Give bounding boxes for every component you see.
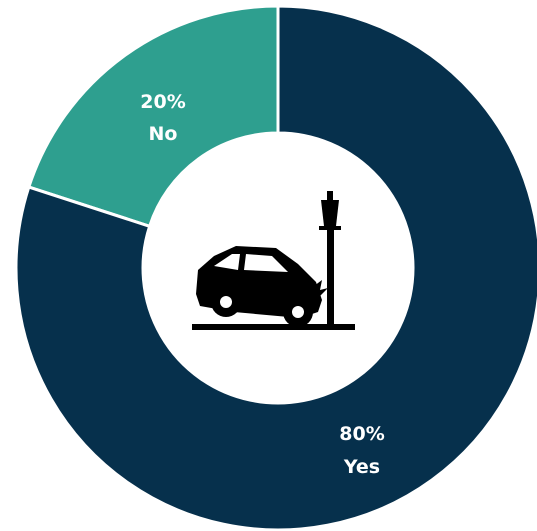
slice-percent-yes: 80% <box>339 423 384 445</box>
slice-name-yes: Yes <box>343 456 380 478</box>
slice-label-yes: 80% Yes <box>339 423 384 478</box>
center-icon <box>192 191 355 330</box>
slice-percent-no: 20% <box>140 91 185 113</box>
donut-slices <box>14 4 537 531</box>
slice-yes <box>14 4 537 531</box>
car-crash-into-lamppost-icon <box>192 191 355 330</box>
slice-name-no: No <box>149 123 178 145</box>
slice-no <box>26 4 280 229</box>
slice-label-no: 20% No <box>140 91 185 145</box>
